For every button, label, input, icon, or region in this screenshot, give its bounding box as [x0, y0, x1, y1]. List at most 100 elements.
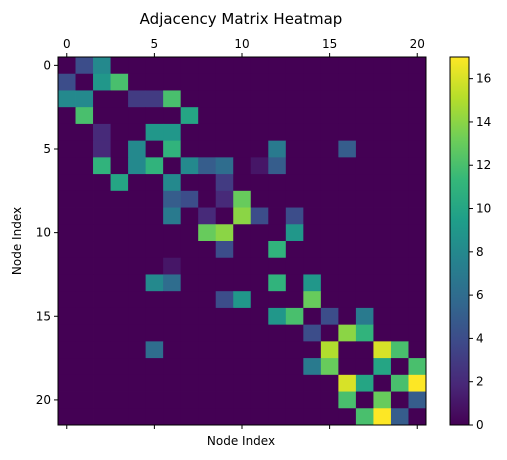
heatmap-cell	[355, 374, 374, 392]
x-axis-ticks: 0 5 10 15 20	[63, 37, 425, 429]
heatmap-cell	[355, 190, 374, 208]
x-tick-label: 15	[322, 37, 337, 51]
heatmap-cell	[320, 257, 339, 275]
heatmap-cell	[145, 57, 164, 75]
heatmap-cell	[338, 57, 357, 75]
heatmap-cell	[355, 224, 374, 242]
heatmap-cell	[128, 73, 147, 91]
heatmap-cell	[75, 324, 94, 342]
heatmap-cell	[320, 358, 339, 376]
heatmap-cell	[390, 157, 409, 175]
heatmap-cell	[285, 307, 304, 326]
heatmap-cell	[373, 341, 392, 359]
heatmap-cell	[128, 307, 147, 326]
heatmap-cell	[338, 123, 357, 142]
heatmap-cell	[338, 224, 357, 242]
heatmap-cell	[163, 241, 182, 259]
heatmap-cell	[320, 274, 339, 292]
heatmap-cell	[390, 107, 409, 125]
heatmap-cell	[180, 123, 199, 142]
heatmap-cell	[250, 374, 269, 392]
heatmap-cell	[145, 291, 164, 309]
heatmap-cell	[250, 307, 269, 326]
heatmap-cell	[198, 291, 217, 309]
heatmap-cell	[128, 207, 147, 225]
heatmap-cell	[215, 274, 234, 292]
heatmap-cell	[58, 358, 76, 376]
heatmap-cell	[408, 391, 427, 409]
heatmap-cell	[75, 190, 94, 208]
heatmap-cell	[198, 190, 217, 208]
heatmap-cell	[408, 224, 427, 242]
heatmap-cell	[198, 391, 217, 409]
heatmap-cell	[408, 57, 427, 75]
heatmap-cell	[285, 291, 304, 309]
heatmap-cell	[408, 274, 427, 292]
heatmap-cell	[268, 391, 287, 409]
heatmap-cell	[320, 408, 339, 426]
heatmap-cell	[58, 107, 76, 125]
heatmap-cell	[233, 224, 252, 242]
heatmap-cell	[75, 358, 94, 376]
heatmap-cell	[390, 190, 409, 208]
heatmap-cell	[250, 140, 269, 158]
heatmap-cell	[373, 291, 392, 309]
heatmap-cell	[373, 324, 392, 342]
heatmap-cell	[250, 324, 269, 342]
heatmap-cell	[250, 174, 269, 192]
heatmap-cell	[268, 291, 287, 309]
heatmap-cell	[198, 224, 217, 242]
heatmap-cell	[58, 341, 76, 359]
heatmap-cell	[303, 207, 322, 225]
heatmap-cell	[250, 90, 269, 108]
heatmap-cell	[198, 408, 217, 426]
heatmap-cell	[58, 391, 76, 409]
heatmap-cell	[408, 157, 427, 175]
heatmap-cell	[110, 224, 129, 242]
heatmap-cell	[390, 174, 409, 192]
heatmap-cell	[250, 73, 269, 91]
heatmap-cell	[408, 291, 427, 309]
heatmap-cell	[75, 307, 94, 326]
heatmap-cell	[110, 90, 129, 108]
heatmap-cell	[58, 207, 76, 225]
heatmap-cell	[198, 123, 217, 142]
heatmap-cell	[180, 408, 199, 426]
heatmap-cell	[145, 73, 164, 91]
heatmap-cell	[58, 57, 76, 75]
heatmap-cell	[233, 274, 252, 292]
heatmap-cell	[233, 374, 252, 392]
heatmap-cell	[180, 324, 199, 342]
heatmap-cell	[408, 324, 427, 342]
heatmap-cell	[163, 157, 182, 175]
heatmap-cell	[145, 408, 164, 426]
colorbar-tick-label: 10	[476, 202, 491, 216]
heatmap-cell	[110, 257, 129, 275]
colorbar-tick-label: 0	[476, 418, 484, 432]
heatmap-cell	[233, 107, 252, 125]
heatmap-cell	[320, 140, 339, 158]
heatmap-cell	[338, 73, 357, 91]
heatmap-cell	[128, 190, 147, 208]
heatmap-cell	[58, 307, 76, 326]
heatmap-cell	[58, 257, 76, 275]
heatmap-cell	[93, 324, 111, 342]
heatmap-cell	[355, 207, 374, 225]
heatmap-cell	[198, 157, 217, 175]
heatmap-cell	[75, 140, 94, 158]
heatmap-cell	[128, 123, 147, 142]
y-axis-ticks: 0 5 10 15 20	[36, 58, 58, 407]
heatmap-cell	[250, 341, 269, 359]
heatmap-cell	[390, 140, 409, 158]
heatmap-cell	[145, 341, 164, 359]
heatmap-cell	[338, 391, 357, 409]
heatmap-cell	[58, 140, 76, 158]
heatmap-cell	[145, 157, 164, 175]
heatmap-cell	[128, 157, 147, 175]
heatmap-cell	[355, 73, 374, 91]
heatmap-cell	[338, 291, 357, 309]
heatmap-cell	[250, 408, 269, 426]
heatmap-cell	[93, 207, 111, 225]
heatmap-cell	[110, 190, 129, 208]
heatmap-cell	[75, 241, 94, 259]
